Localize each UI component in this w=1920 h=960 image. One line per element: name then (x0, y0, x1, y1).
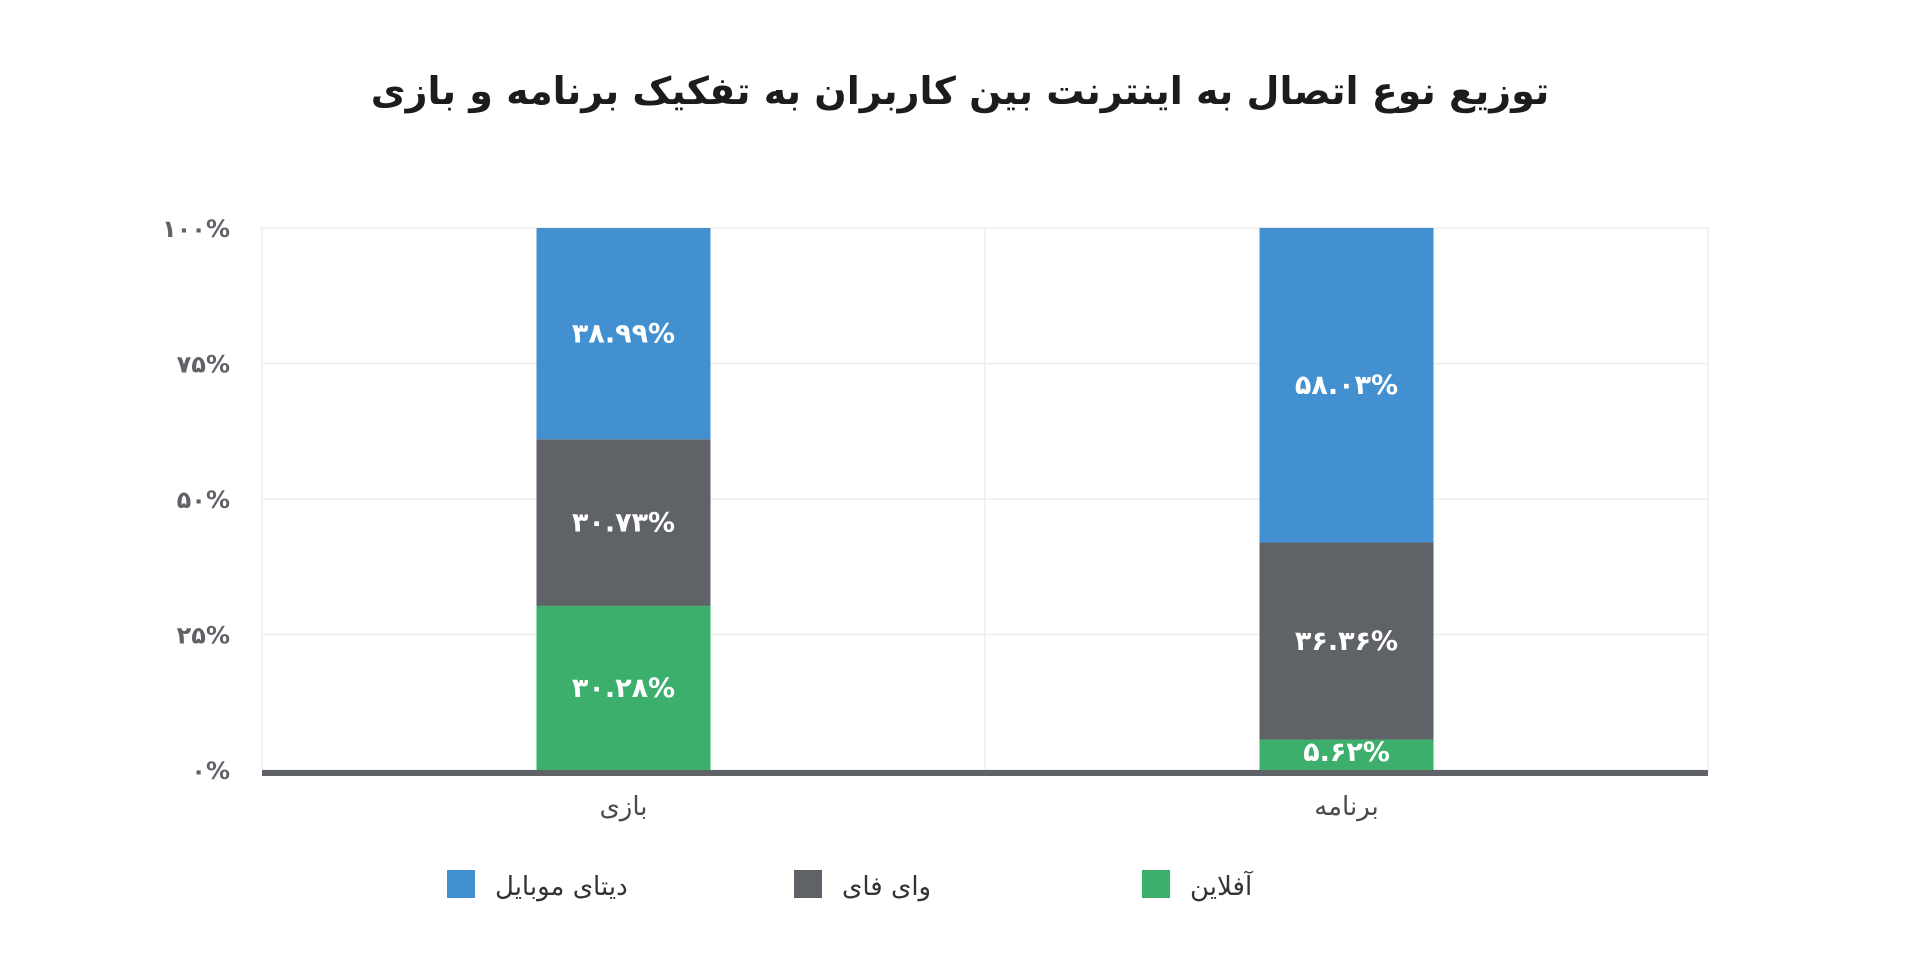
data-label: ۳۰.۲۸% (572, 673, 675, 704)
y-tick-label: ۲۵% (177, 622, 230, 650)
x-tick-label: بازی (599, 792, 647, 822)
data-label: ۳۸.۹۹% (572, 319, 675, 350)
y-tick-label: ۵۰% (177, 486, 230, 514)
x-tick-label: برنامه (1314, 792, 1379, 822)
y-tick-label: ۰% (191, 757, 230, 785)
x-axis: بازی برنامه (262, 770, 1708, 822)
bar-segment (536, 439, 711, 606)
data-label: ۵۸.۰۳% (1295, 370, 1398, 401)
grid (261, 227, 1709, 771)
y-tick-label: ۱۰۰% (162, 215, 230, 243)
bar-segment (1259, 739, 1434, 770)
legend-swatch (447, 870, 475, 898)
chart-title: توزیع نوع اتصال به اینترنت بین کاربران ب… (371, 69, 1549, 114)
data-label: ۳۶.۳۶% (1295, 626, 1398, 657)
bar-segment (536, 605, 711, 770)
legend: دیتای موبایل وای فای آفلاین (447, 870, 1254, 902)
legend-label: وای فای (842, 872, 931, 902)
bars: ۳۰.۲۸% ۳۰.۷۳% ۳۸.۹۹% ۵.۶۲% ۳۶.۳۶% ۵۸.۰۳% (536, 227, 1434, 770)
bar-segment (1259, 542, 1434, 740)
y-tick-label: ۷۵% (177, 351, 230, 379)
legend-label: دیتای موبایل (495, 872, 628, 902)
legend-swatch (794, 870, 822, 898)
y-axis: ۰% ۲۵% ۵۰% ۷۵% ۱۰۰% (162, 215, 230, 785)
data-label: ۳۰.۷۳% (572, 508, 675, 539)
bar-segment (1259, 227, 1434, 543)
legend-label: آفلاین (1190, 870, 1254, 902)
bar-segment (536, 228, 711, 440)
data-label: ۵.۶۲% (1303, 737, 1390, 768)
legend-swatch (1142, 870, 1170, 898)
